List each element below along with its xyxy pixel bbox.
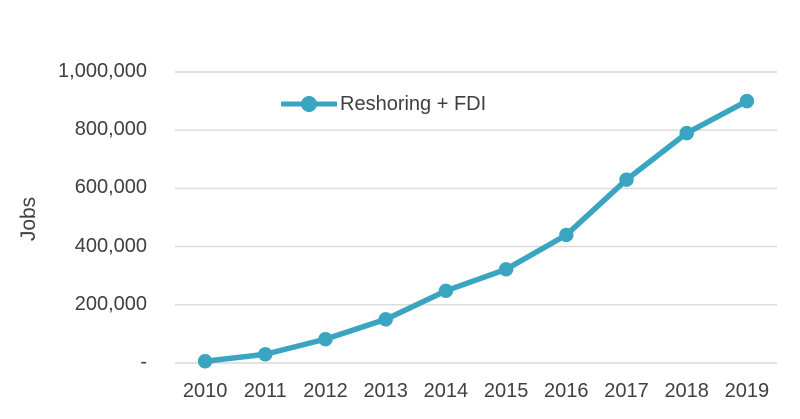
data-point-2016 [559,227,574,243]
x-tick-label: 2010 [182,380,228,402]
y-tick-label: 400,000 [74,234,147,257]
y-tick-label: 1,000,000 [58,60,147,83]
data-point-2019 [739,93,755,109]
series-line [202,98,750,365]
legend-label: Reshoring + FDI [340,92,487,115]
x-tick-label: 2011 [243,380,287,402]
x-tick-label: 2015 [483,380,529,402]
x-tick-label: 2017 [604,380,649,402]
data-point-2010 [197,354,213,369]
legend: Reshoring + FDI [281,92,486,116]
x-tick-label: 2019 [724,380,770,402]
data-point-2015 [498,262,514,277]
x-tick-label: 2016 [544,380,589,402]
y-tick-label: 600,000 [74,176,147,199]
y-tick-label: 200,000 [74,292,147,315]
data-point-2018 [679,125,694,141]
data-point-2014 [438,283,454,299]
y-tick-label: - [140,351,147,374]
data-point-2017 [619,172,634,187]
data-point-2012 [318,331,333,347]
legend-line-marker-icon [281,96,337,112]
x-tick-label: 2018 [664,380,709,402]
y-tick-label: 800,000 [74,118,147,141]
data-point-2013 [378,312,393,327]
data-point-2011 [258,347,273,362]
x-tick-label: 2012 [303,380,348,402]
x-tick-label: 2014 [423,380,469,402]
x-tick-label: 2013 [363,380,408,402]
y-axis-title: Jobs [17,196,40,242]
